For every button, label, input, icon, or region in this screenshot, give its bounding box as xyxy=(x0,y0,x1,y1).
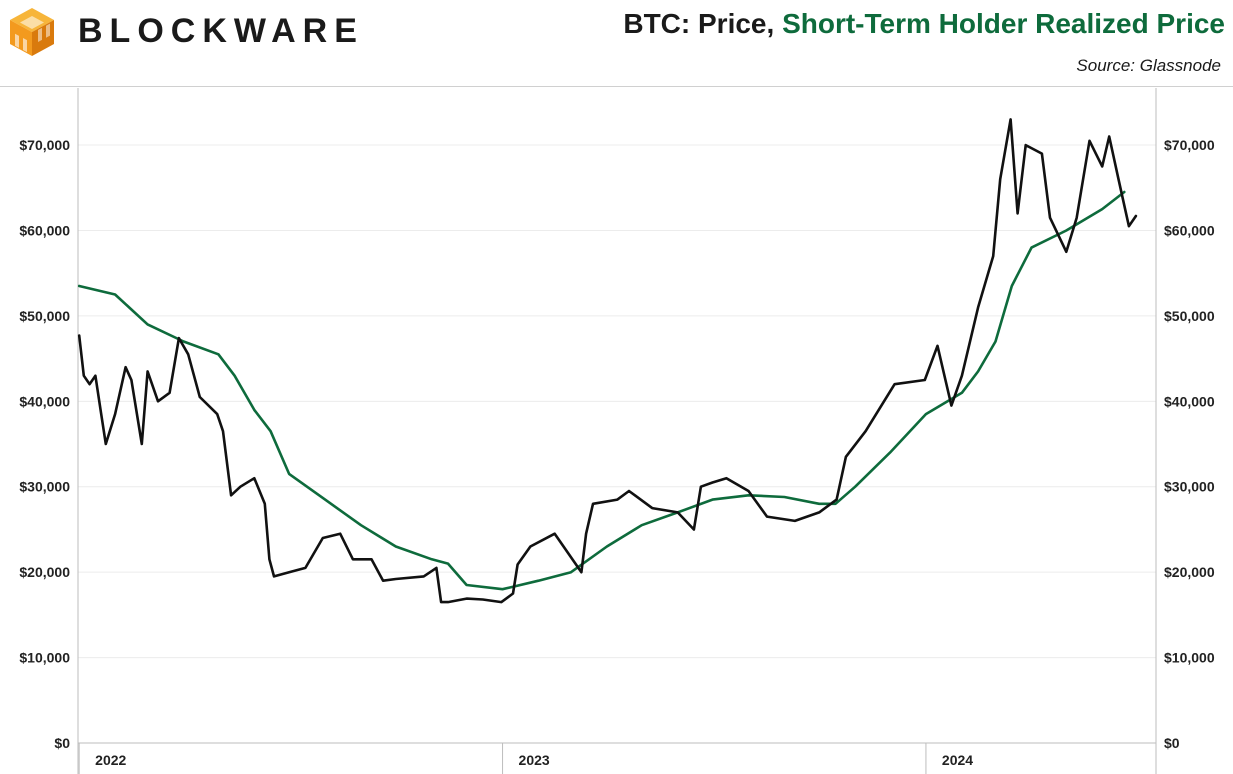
source-label: Source: Glassnode xyxy=(1076,56,1221,75)
title-series: Short-Term Holder Realized Price xyxy=(782,8,1225,39)
chart-axes xyxy=(77,88,1157,774)
y-tick-label-right: $50,000 xyxy=(1164,308,1215,324)
y-axis-right: $0 $10,000 $20,000 $30,000 $40,000 $50,000 $60… xyxy=(1164,137,1215,751)
y-tick-label-left: $0 xyxy=(54,735,70,751)
y-tick-label-left: $50,000 xyxy=(19,308,70,324)
y-tick-label-right: $10,000 xyxy=(1164,650,1215,666)
y-tick-label-right: $60,000 xyxy=(1164,222,1215,238)
sth-realized-price-line xyxy=(77,190,1126,591)
price-series-line xyxy=(77,118,1138,604)
y-tick-label-left: $30,000 xyxy=(19,479,70,495)
y-tick-label-right: $0 xyxy=(1164,735,1180,751)
chart-title: BTC: Price, Short-Term Holder Realized P… xyxy=(623,8,1225,40)
y-tick-label-left: $60,000 xyxy=(19,222,70,238)
x-axis: 2022 2023 2024 xyxy=(78,743,973,774)
series-lines xyxy=(77,118,1138,604)
y-tick-label-left: $40,000 xyxy=(19,393,70,409)
y-tick-label-right: $70,000 xyxy=(1164,137,1215,153)
title-prefix: BTC: Price, xyxy=(623,8,783,39)
blockware-logo-icon xyxy=(10,8,54,56)
header-divider xyxy=(0,86,1233,87)
chart-header: BLOCKWARE BTC: Price, Short-Term Holder … xyxy=(0,0,1233,86)
y-tick-label-left: $10,000 xyxy=(19,650,70,666)
y-axis-left: $0 $10,000 $20,000 $30,000 $40,000 $50,000 $60… xyxy=(19,137,70,751)
brand-name: BLOCKWARE xyxy=(78,12,364,50)
y-tick-label-right: $40,000 xyxy=(1164,393,1215,409)
grid-lines xyxy=(78,144,1156,659)
y-tick-label-right: $20,000 xyxy=(1164,564,1215,580)
x-tick-label: 2023 xyxy=(519,752,550,768)
y-tick-label-left: $20,000 xyxy=(19,564,70,580)
x-tick-label: 2024 xyxy=(942,752,973,768)
y-tick-label-right: $30,000 xyxy=(1164,479,1215,495)
y-tick-label-left: $70,000 xyxy=(19,137,70,153)
x-tick-label: 2022 xyxy=(95,752,126,768)
